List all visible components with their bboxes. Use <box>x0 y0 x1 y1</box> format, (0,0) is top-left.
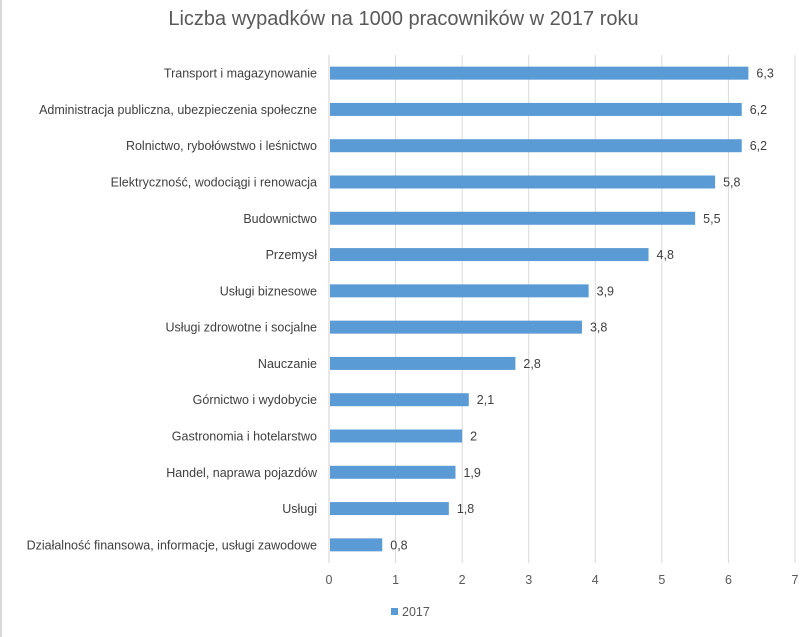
bar[interactable] <box>330 356 516 370</box>
legend-label: 2017 <box>402 605 430 619</box>
data-label: 1,9 <box>463 466 480 480</box>
data-labels: 6,3 6,2 6,2 5,8 5,5 4,8 3,9 3,8 2,8 2,1 2 1,9 1,8 0,8 <box>390 67 774 553</box>
data-label: 6,2 <box>750 139 767 153</box>
category-label: Usługi <box>282 502 317 516</box>
category-label: Gastronomia i hotelarstwo <box>172 430 317 444</box>
category-label: Elektryczność, wodociągi i renowacja <box>111 176 317 190</box>
category-label: Nauczanie <box>258 357 317 371</box>
bars <box>330 66 749 552</box>
data-label: 6,3 <box>756 67 773 81</box>
x-tick-label: 5 <box>658 573 665 587</box>
data-label: 2,1 <box>477 393 494 407</box>
category-label: Usługi zdrowotne i socjalne <box>166 321 318 335</box>
data-label: 0,8 <box>390 538 407 552</box>
x-tick-label: 2 <box>459 573 466 587</box>
category-label: Górnictwo i wydobycie <box>193 393 317 407</box>
data-label: 4,8 <box>657 248 674 262</box>
data-label: 3,9 <box>597 284 614 298</box>
legend-swatch <box>391 608 398 615</box>
bar[interactable] <box>330 538 383 552</box>
bar[interactable] <box>330 211 696 225</box>
category-label: Rolnictwo, rybołówstwo i leśnictwo <box>126 139 317 153</box>
legend[interactable]: 2017 <box>391 605 430 619</box>
x-tick-label: 6 <box>725 573 732 587</box>
category-label: Usługi biznesowe <box>220 284 317 298</box>
category-label: Przemysł <box>266 248 318 262</box>
bar[interactable] <box>330 465 456 479</box>
gridlines <box>328 55 796 563</box>
bar[interactable] <box>330 66 749 80</box>
category-label: Transport i magazynowanie <box>164 67 317 81</box>
x-axis-ticks: 0 1 2 3 4 5 6 7 <box>326 573 799 587</box>
category-label: Budownictwo <box>243 212 317 226</box>
category-label: Handel, naprawa pojazdów <box>166 466 318 480</box>
bar[interactable] <box>330 248 649 262</box>
category-label: Działalność finansowa, informacje, usług… <box>27 538 317 552</box>
bar[interactable] <box>330 139 742 153</box>
x-tick-label: 0 <box>326 573 333 587</box>
bar[interactable] <box>330 284 589 298</box>
data-label: 6,2 <box>750 103 767 117</box>
x-tick-label: 3 <box>525 573 532 587</box>
bar[interactable] <box>330 429 463 443</box>
data-label: 2 <box>470 430 477 444</box>
data-label: 3,8 <box>590 321 607 335</box>
data-label: 5,5 <box>703 212 720 226</box>
x-tick-label: 7 <box>792 573 799 587</box>
data-label: 5,8 <box>723 176 740 190</box>
category-label: Administracja publiczna, ubezpieczenia s… <box>39 103 317 117</box>
x-tick-label: 1 <box>392 573 399 587</box>
bar[interactable] <box>330 102 742 116</box>
bar[interactable] <box>330 393 469 407</box>
data-label: 2,8 <box>523 357 540 371</box>
chart-title: Liczba wypadków na 1000 pracowników w 20… <box>168 8 639 30</box>
x-tick-label: 4 <box>592 573 599 587</box>
bar[interactable] <box>330 320 582 334</box>
bar[interactable] <box>330 502 449 516</box>
category-labels: Transport i magazynowanie Administracja p… <box>27 67 318 553</box>
data-label: 1,8 <box>457 502 474 516</box>
bar[interactable] <box>330 175 716 189</box>
